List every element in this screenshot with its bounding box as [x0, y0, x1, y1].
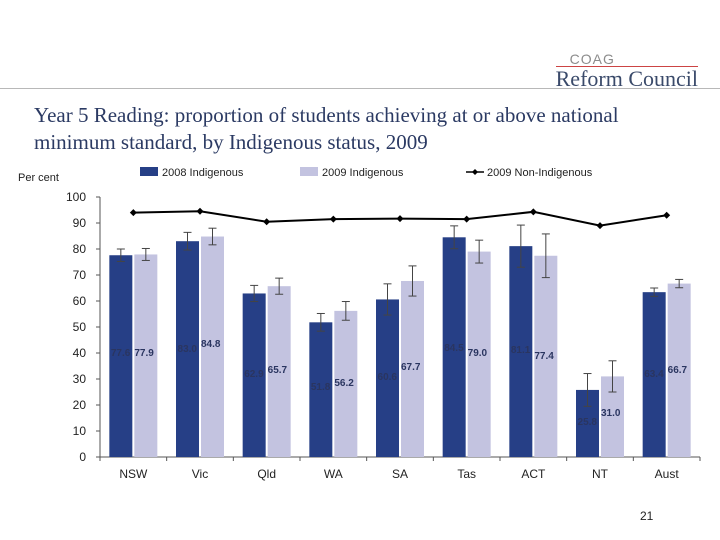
logo-bottom-text: Reform Council — [555, 66, 698, 91]
y-tick-label: 80 — [73, 242, 87, 256]
data-label-2009: 77.9 — [134, 348, 154, 359]
x-tick-label: Vic — [192, 467, 208, 481]
data-label-2008: 77.6 — [111, 348, 131, 359]
data-label-2008: 25.8 — [578, 417, 598, 428]
data-label-2008: 62.9 — [244, 369, 264, 380]
x-tick-label: NT — [592, 467, 609, 481]
data-label-2009: 31.0 — [601, 408, 621, 419]
legend-label-2008: 2008 Indigenous — [162, 167, 244, 179]
y-tick-label: 100 — [66, 190, 86, 204]
data-label-2008: 83.0 — [178, 344, 198, 355]
slide-header-band — [0, 0, 720, 88]
line-point-marker — [596, 222, 604, 230]
bar — [109, 255, 133, 457]
bar — [334, 310, 358, 457]
bar — [467, 251, 491, 457]
data-label-2009: 84.8 — [201, 339, 221, 350]
data-label-2009: 67.7 — [401, 362, 421, 373]
line-point-marker — [263, 218, 271, 226]
line-point-marker — [396, 215, 404, 223]
slide-title: Year 5 Reading: proportion of students a… — [34, 103, 619, 154]
bar — [176, 241, 199, 457]
y-tick-label: 40 — [73, 346, 87, 360]
logo-top-text: COAG — [569, 51, 615, 67]
legend-swatch-2009 — [300, 167, 318, 176]
x-tick-label: NSW — [119, 467, 148, 481]
bar — [242, 293, 266, 457]
y-tick-label: 10 — [73, 424, 87, 438]
bar — [576, 389, 599, 457]
legend-label-non-indigenous: 2009 Non-Indigenous — [487, 167, 593, 179]
y-tick-label: 60 — [73, 294, 87, 308]
data-label-2009: 79.0 — [468, 348, 488, 359]
y-tick-label: 90 — [73, 216, 87, 230]
bar — [267, 286, 291, 457]
data-label-2008: 84.5 — [444, 343, 464, 354]
x-tick-label: SA — [392, 467, 408, 481]
bar — [534, 255, 558, 457]
legend-marker-non-indigenous — [472, 169, 478, 175]
bar — [642, 292, 666, 457]
data-label-2009: 65.7 — [268, 365, 288, 376]
y-axis-title: Per cent — [18, 172, 59, 184]
y-tick-label: 0 — [79, 450, 86, 464]
x-tick-label: Aust — [655, 467, 680, 481]
line-point-marker — [463, 215, 471, 223]
bar — [601, 376, 624, 457]
bar — [401, 280, 424, 457]
legend-swatch-2008 — [140, 167, 158, 176]
bar — [376, 299, 399, 457]
bar — [509, 246, 533, 457]
line-point-marker — [663, 211, 671, 219]
data-label-2008: 81.1 — [511, 345, 531, 356]
data-label-2008: 60.6 — [378, 372, 398, 383]
bar — [201, 236, 224, 457]
y-tick-label: 70 — [73, 268, 87, 282]
line-point-marker — [529, 208, 537, 216]
data-label-2008: 63.4 — [644, 369, 664, 380]
line-point-marker — [129, 209, 137, 217]
y-tick-label: 30 — [73, 372, 87, 386]
page-number: 21 — [640, 509, 654, 523]
data-label-2009: 66.7 — [668, 365, 688, 376]
bar — [134, 254, 158, 457]
x-tick-label: Tas — [457, 467, 476, 481]
data-label-2008: 51.8 — [311, 382, 331, 393]
header-divider — [0, 88, 720, 89]
legend-label-2009: 2009 Indigenous — [322, 167, 404, 179]
x-tick-label: Qld — [257, 467, 276, 481]
y-tick-label: 20 — [73, 398, 87, 412]
bar — [667, 283, 691, 457]
line-point-marker — [329, 215, 337, 223]
data-label-2009: 56.2 — [334, 378, 354, 389]
line-point-marker — [196, 207, 204, 215]
x-tick-label: WA — [324, 467, 343, 481]
y-tick-label: 50 — [73, 320, 87, 334]
bar — [442, 237, 466, 457]
x-tick-label: ACT — [521, 467, 546, 481]
coag-reform-council-logo: COAG Reform Council — [555, 51, 698, 91]
data-label-2009: 77.4 — [534, 351, 554, 362]
bar — [309, 322, 333, 457]
